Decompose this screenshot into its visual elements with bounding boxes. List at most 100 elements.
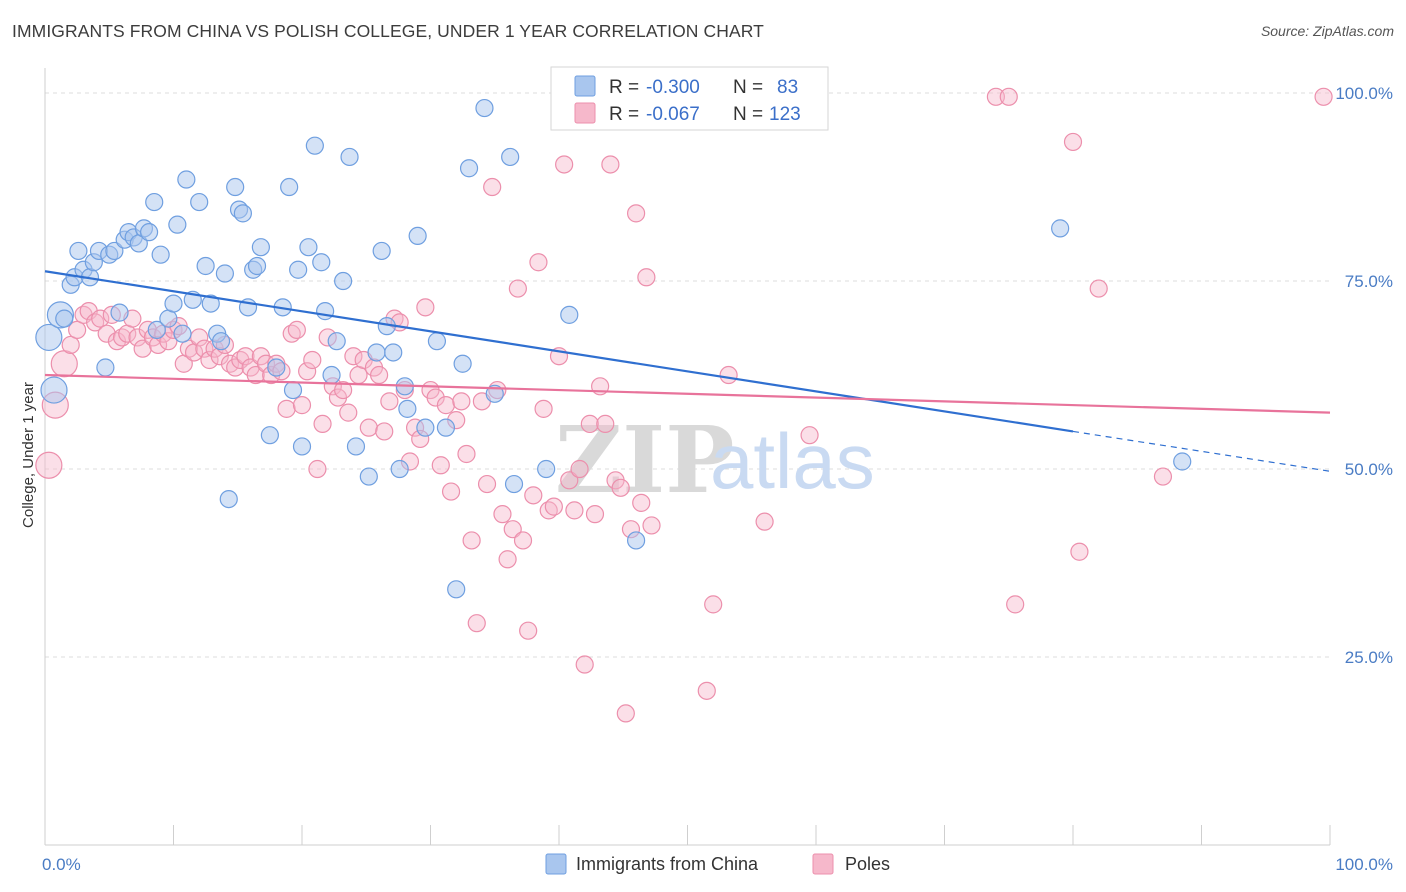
bottom-legend-swatch-poles: [812, 853, 834, 875]
china-point: [346, 437, 366, 456]
china-point: [96, 358, 115, 377]
china-point: [145, 192, 164, 212]
china-point: [201, 294, 220, 313]
poles-point: [68, 320, 87, 340]
poles-trend-line: [44, 373, 1331, 414]
china-point: [427, 332, 447, 351]
poles-point: [580, 414, 599, 434]
poles-point: [483, 177, 502, 197]
legend-r-value-china: -0.300: [646, 77, 700, 98]
china-point: [177, 170, 196, 189]
china-point: [340, 147, 359, 167]
china-point: [267, 358, 286, 377]
poles-point: [50, 350, 78, 378]
poles-point: [477, 474, 497, 494]
poles-point: [616, 704, 635, 723]
china-point: [537, 459, 556, 479]
poles-point: [800, 426, 819, 445]
poles-point: [436, 396, 456, 415]
china-point: [560, 305, 579, 324]
china-point: [164, 294, 183, 313]
poles-point: [1153, 467, 1173, 486]
china-point: [226, 177, 245, 197]
china-point: [159, 309, 178, 328]
poles-point: [585, 505, 605, 524]
poles-point: [697, 681, 716, 700]
poles-point: [344, 347, 363, 366]
poles-point: [195, 339, 214, 358]
watermark-zip: ZIP: [555, 406, 734, 514]
y-tick-label: 75.0%: [1345, 272, 1393, 291]
poles-point: [416, 298, 435, 317]
poles-point: [426, 388, 445, 407]
poles-point: [380, 392, 399, 411]
poles-point: [755, 512, 774, 531]
poles-point: [298, 362, 317, 381]
poles-point: [61, 335, 80, 355]
poles-point: [611, 478, 630, 497]
legend-r-value-poles: -0.067: [646, 104, 700, 125]
legend-r-label-china: R =: [609, 77, 639, 98]
china-point: [408, 226, 427, 246]
poles-point: [246, 365, 265, 385]
poles-point: [534, 399, 553, 418]
china-point: [447, 580, 466, 599]
chart-title: IMMIGRANTS FROM CHINA VS POLISH COLLEGE,…: [12, 21, 764, 41]
y-axis-label: College, Under 1 year: [20, 382, 37, 528]
poles-point: [555, 155, 574, 174]
poles-point: [313, 414, 332, 434]
poles-point: [339, 403, 358, 422]
poles-point: [503, 520, 522, 539]
china-point: [292, 437, 312, 456]
china-point: [453, 354, 472, 373]
source-label: Source: ZipAtlas.com: [1260, 23, 1394, 39]
poles-point: [493, 505, 512, 524]
poles-point: [292, 396, 312, 415]
china-point: [40, 376, 68, 404]
poles-point: [1314, 87, 1333, 106]
poles-point: [467, 614, 486, 633]
china-trend-extension: [1072, 430, 1331, 472]
poles-point: [570, 459, 589, 479]
legend-n-value-poles: 123: [769, 104, 801, 125]
legend-n-label-china: N =: [733, 77, 763, 98]
x-tick-label-min: 0.0%: [42, 855, 81, 874]
axis-layer: 25.0% 50.0% 75.0% 100.0% 0.0% 100.0%: [42, 68, 1393, 874]
china-point: [289, 260, 308, 279]
stats-legend-box: [550, 66, 829, 131]
poles-point: [575, 655, 594, 674]
china-point: [168, 215, 187, 234]
china-point: [260, 426, 279, 445]
poles-point: [441, 482, 461, 501]
poles-point: [277, 399, 296, 418]
china-point: [384, 343, 403, 362]
china-point: [110, 303, 129, 322]
poles-point: [287, 320, 306, 340]
china-point: [334, 271, 353, 291]
poles-point: [1063, 132, 1083, 152]
legend-r-label-poles: R =: [609, 104, 639, 125]
china-point: [626, 531, 646, 550]
legend-n-label-poles: N =: [733, 104, 763, 125]
poles-point: [1089, 279, 1108, 298]
china-point: [190, 192, 209, 212]
stats-legend: R = -0.300 N = 83 R = -0.067 N = 123: [550, 66, 829, 131]
china-point: [316, 302, 335, 321]
china-point: [69, 241, 88, 261]
poles-point: [986, 87, 1006, 106]
poles-point: [462, 531, 481, 550]
series-china-points: [35, 98, 1192, 599]
china-point: [436, 418, 456, 437]
legend-swatch-china: [574, 75, 596, 97]
bottom-legend-label-china: Immigrants from China: [576, 854, 759, 874]
china-point: [251, 238, 270, 257]
china-trend-line: [44, 270, 1074, 433]
china-point: [327, 332, 346, 351]
china-point: [55, 309, 74, 328]
poles-point: [1006, 595, 1025, 614]
china-point: [416, 418, 435, 437]
trend-layer: [44, 270, 1331, 472]
poles-point: [308, 459, 327, 479]
poles-point: [565, 501, 584, 520]
china-point: [283, 380, 303, 400]
